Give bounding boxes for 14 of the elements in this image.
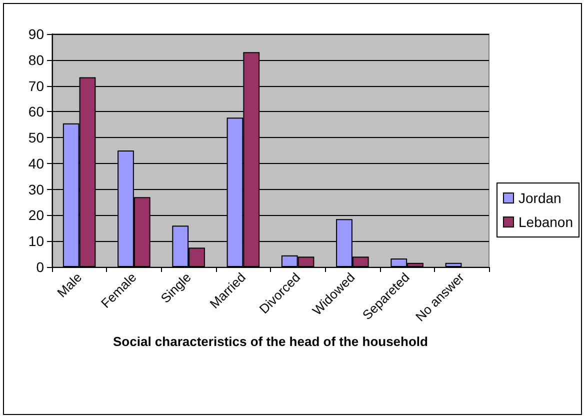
y-tick-label: 80 xyxy=(28,52,44,68)
y-tick-label: 0 xyxy=(36,259,44,275)
y-tick-label: 90 xyxy=(28,26,44,42)
legend-label: Lebanon xyxy=(518,214,574,230)
y-tick-label: 60 xyxy=(28,104,44,120)
y-tick-label: 40 xyxy=(28,155,44,172)
x-axis-title: Social characteristics of the head of the household xyxy=(113,334,428,349)
y-tick-label: 70 xyxy=(28,78,44,94)
bar xyxy=(445,262,462,267)
legend-label: Jordan xyxy=(518,190,562,206)
y-tick-label: 30 xyxy=(28,181,44,198)
y-tick-label: 10 xyxy=(28,233,44,250)
y-tick-label: 50 xyxy=(28,130,44,146)
y-tick-label: 20 xyxy=(28,207,44,224)
